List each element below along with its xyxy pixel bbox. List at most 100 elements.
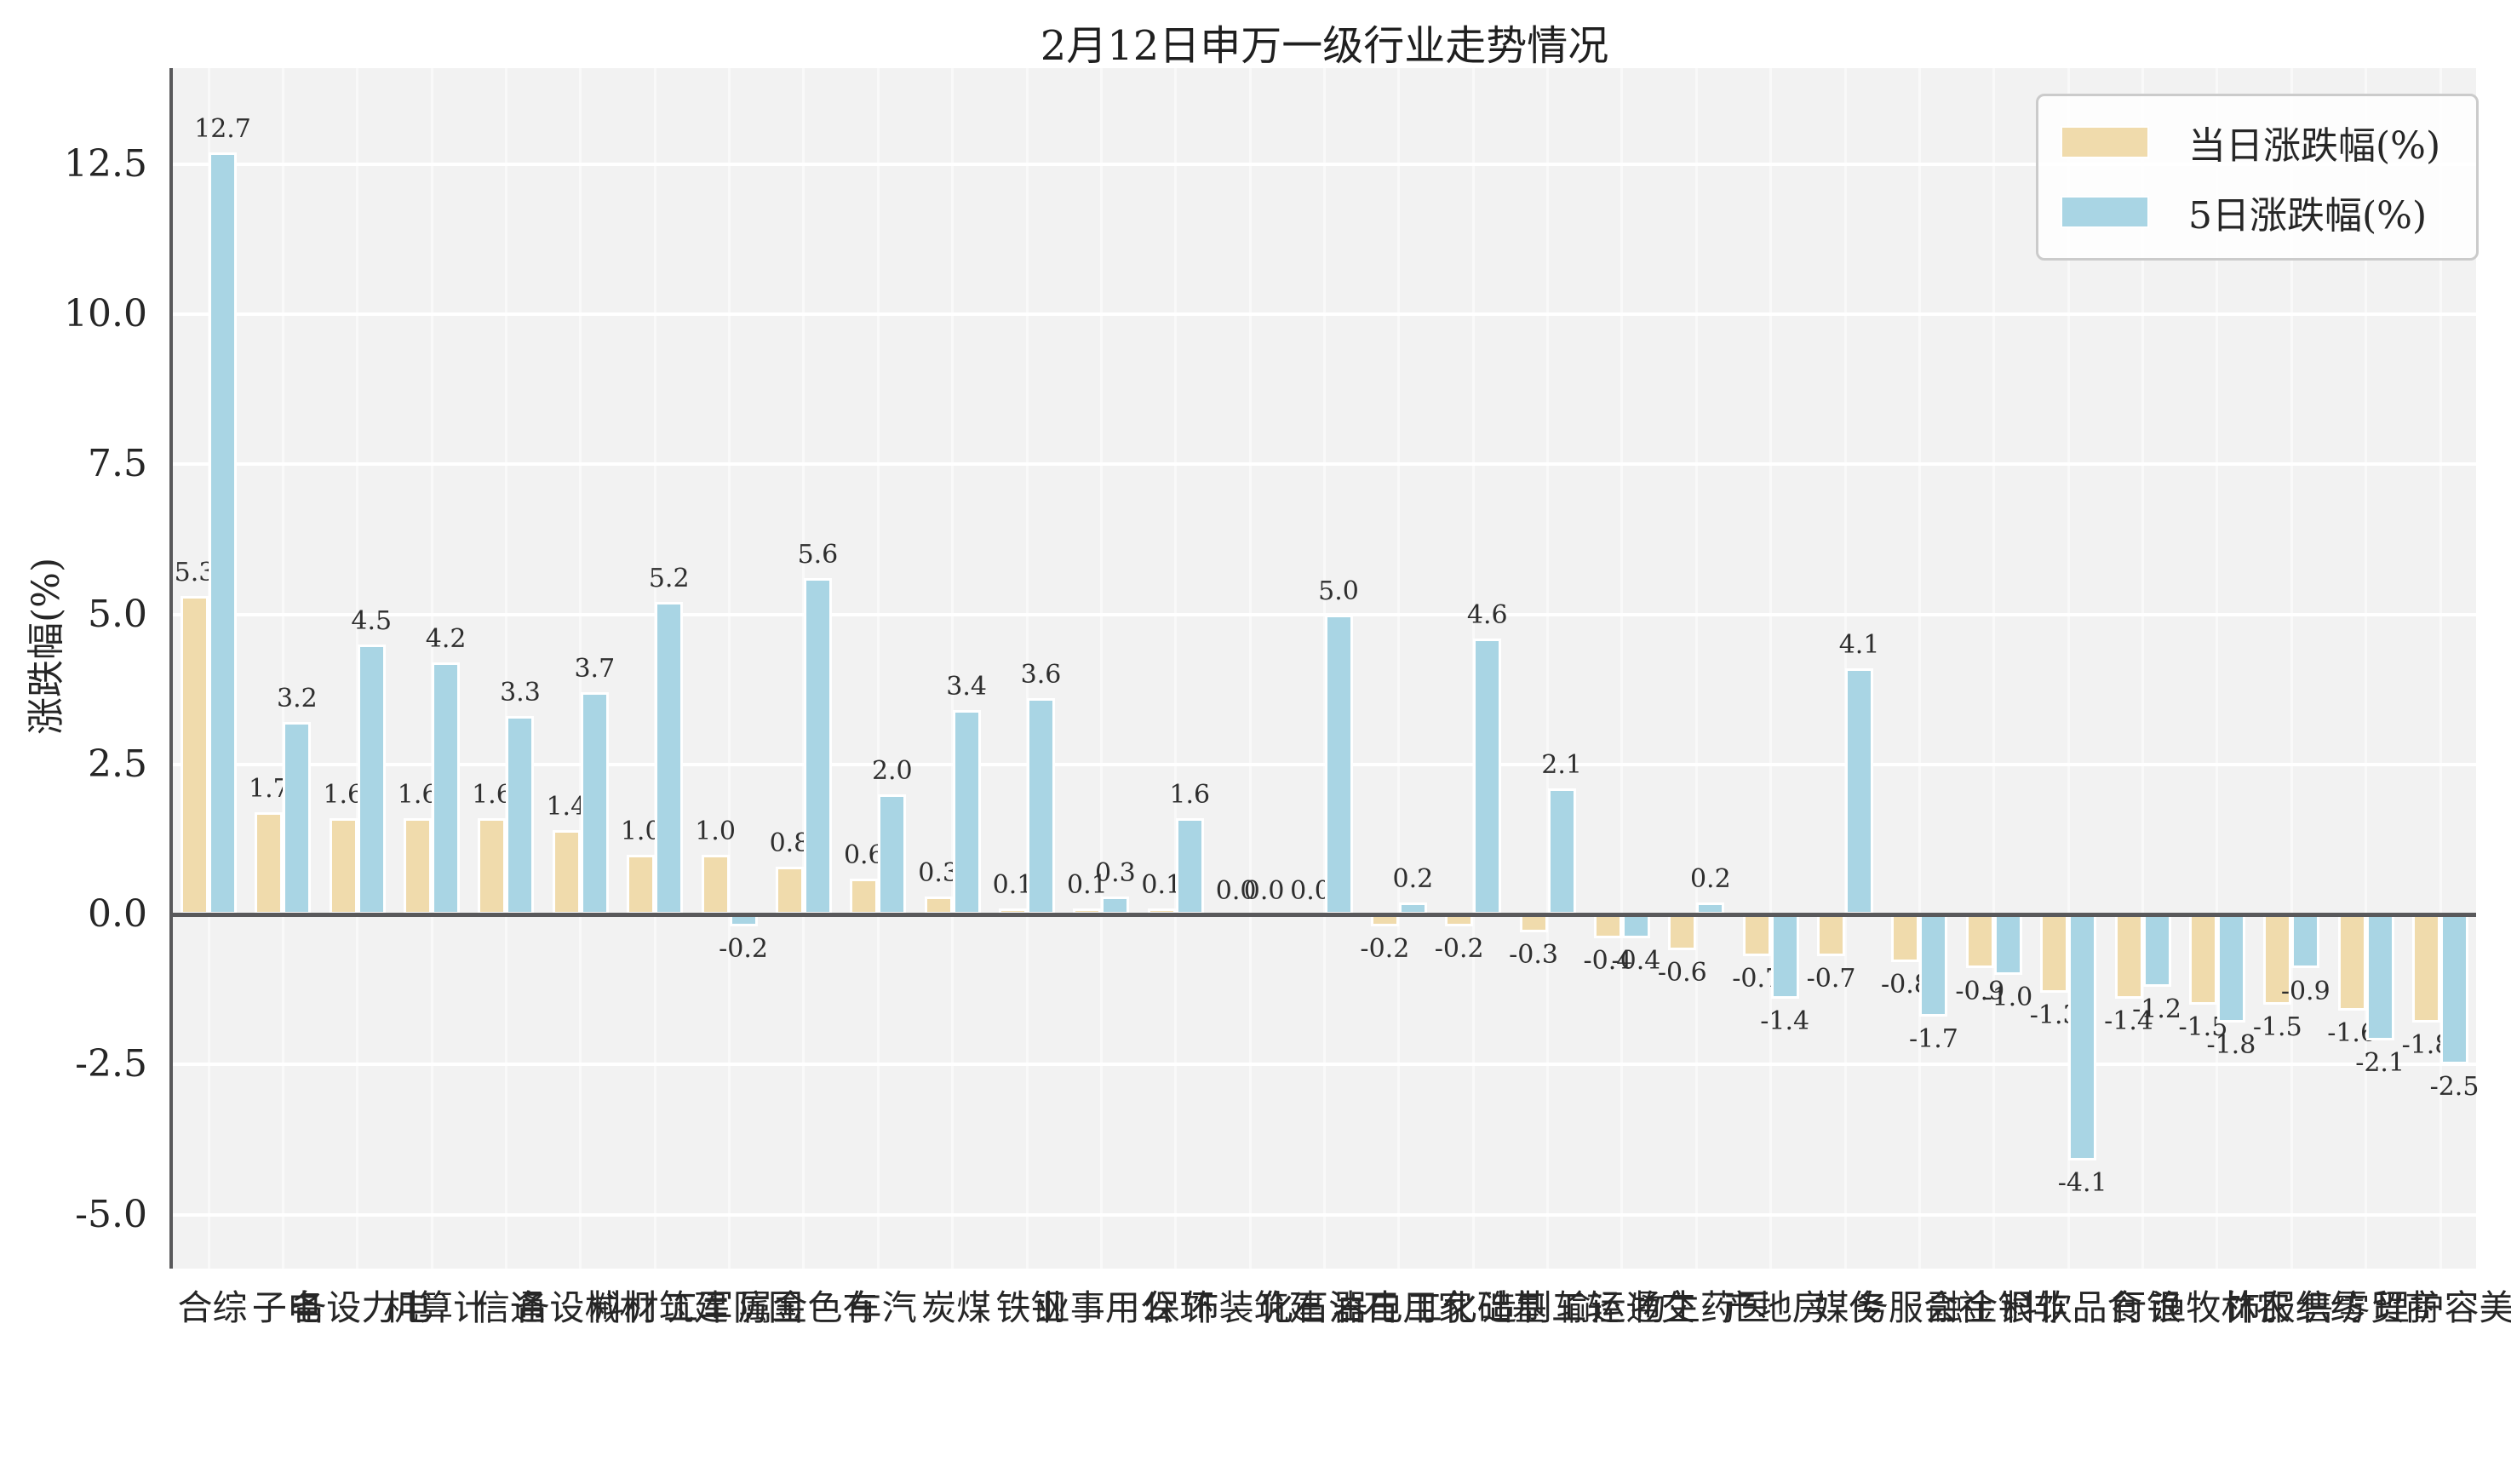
bar-value-label: 2.0 [871,756,913,787]
bar-5day [283,722,312,915]
bar-daily [1519,914,1548,933]
x-tick-label: 非银金融 [1921,1289,2067,1329]
bar-value-label: -1.7 [1908,1023,1958,1054]
vertical-gridline [876,68,880,1269]
bar-daily [478,818,507,915]
x-tick-label: 有色金属 [731,1289,877,1329]
bar-daily [627,854,656,915]
bar-value-label: -1.0 [1983,982,2033,1012]
bar-5day [655,602,684,915]
bar-value-label: 2.1 [1541,750,1582,780]
legend-item-daily: 当日涨跌幅(%) [2061,115,2452,169]
bar-5day [2365,914,2394,1041]
bar-5day [878,794,907,915]
bar-daily [2188,914,2217,1005]
x-tick-label: 建筑装饰 [1178,1289,1324,1329]
bar-value-label: -0.2 [1434,934,1484,965]
bar-5day [432,662,461,915]
x-tick-label: 传媒 [1808,1289,1884,1329]
bar-daily [701,854,730,915]
bar-value-label: 1.6 [472,780,513,811]
vertical-gridline [1099,68,1103,1269]
bar-daily [2337,914,2366,1011]
vertical-gridline [1769,68,1773,1269]
x-tick-label: 钢铁 [989,1289,1066,1329]
bar-daily [2040,914,2069,993]
bar-5day [1845,668,1874,915]
bar-5day [1770,914,1799,999]
bar-value-label: 1.0 [620,816,662,846]
plot-area: 涨跌幅(%) 当日涨跌幅(%) 5日涨跌幅(%) 5.3 1.7 1.6 1.6 1.6… [25,68,2511,1329]
x-tick-label: 国防军工 [656,1289,803,1329]
y-tick-label: 10.0 [64,292,147,336]
bar-value-label: 0.3 [1095,857,1136,888]
bar-value-label: 12.7 [194,113,251,144]
bar-5day [2068,914,2097,1161]
vertical-gridline [2141,68,2145,1269]
y-tick-label: 12.5 [64,141,147,186]
bar-value-label: 4.1 [1838,630,1880,660]
bar-5day [506,716,535,915]
y-tick-label: -2.5 [75,1042,147,1086]
x-tick-label: 农林牧渔 [2144,1289,2290,1329]
bar-daily [850,878,879,915]
legend-label-5day: 5日涨跌幅(%) [2188,194,2428,238]
x-tick-label: 商贸零售 [2293,1289,2439,1329]
bar-value-label: 3.7 [574,654,616,685]
chart-title: 2月12日申万一级行业走势情况 [1040,22,1609,70]
bar-5day [1621,914,1650,939]
bar-value-label: 1.7 [249,774,290,805]
bar-5day [209,152,237,915]
vertical-gridline [281,68,284,1269]
vertical-gridline [1694,68,1698,1269]
bar-5day [2216,914,2245,1023]
x-tick-label: 交通运输 [1549,1289,1695,1329]
y-tick-label: 7.5 [88,442,147,486]
x-tick-label: 医药生物 [1624,1289,1770,1329]
bar-daily [1668,914,1697,951]
x-tick-label: 石油石化 [1252,1289,1398,1329]
bar-daily [2114,914,2143,999]
vertical-gridline [1546,68,1550,1269]
bar-value-label: 0.2 [1689,863,1731,894]
x-tick-label: 计算机 [376,1289,488,1329]
bar-daily [2412,914,2440,1023]
bar-5day [580,692,609,915]
bar-value-label: -0.2 [1360,934,1410,965]
vertical-gridline [1025,68,1029,1269]
bar-daily [1891,914,1920,963]
vertical-gridline [1397,68,1401,1269]
bar-daily [1817,914,1846,957]
y-axis-title: 涨跌幅(%) [25,557,68,735]
x-tick-label: 食品饮料 [1996,1289,2142,1329]
vertical-gridline [1918,68,1921,1269]
bar-value-label: -0.2 [719,934,768,965]
bar-value-label: -0.4 [1611,946,1661,977]
bar-5day [357,644,386,915]
bar-value-label: -2.5 [2429,1072,2479,1103]
bar-5day [2440,914,2468,1065]
x-tick-label: 公用事业 [1029,1289,1175,1329]
legend-swatch-5day [2061,196,2149,228]
bar-value-label: -0.9 [1955,976,2005,1006]
bar-daily [1965,914,1994,969]
x-tick-label: 汽车 [840,1289,917,1329]
bar-value-label: 5.2 [648,564,690,594]
bar-value-label: 1.4 [546,792,588,822]
x-tick-label: 房地产 [1716,1289,1827,1329]
bar-5day [2291,914,2320,969]
bar-value-label: 0.1 [1141,870,1183,900]
bar-5day [1993,914,2022,975]
vertical-gridline [2067,68,2070,1269]
bar-value-label: 1.0 [695,816,736,846]
bar-daily [1742,914,1771,957]
bar-value-label: 5.6 [797,540,839,570]
bar-daily [775,866,804,915]
y-tick-label: 2.5 [88,742,147,786]
bar-value-label: -1.8 [2206,1029,2256,1060]
bar-daily [552,830,581,915]
bar-value-label: 0.3 [918,857,960,888]
bar-value-label: 1.6 [323,780,364,811]
bar-value-label: 3.6 [1020,660,1062,690]
x-tick-label: 机械设备 [507,1289,654,1329]
